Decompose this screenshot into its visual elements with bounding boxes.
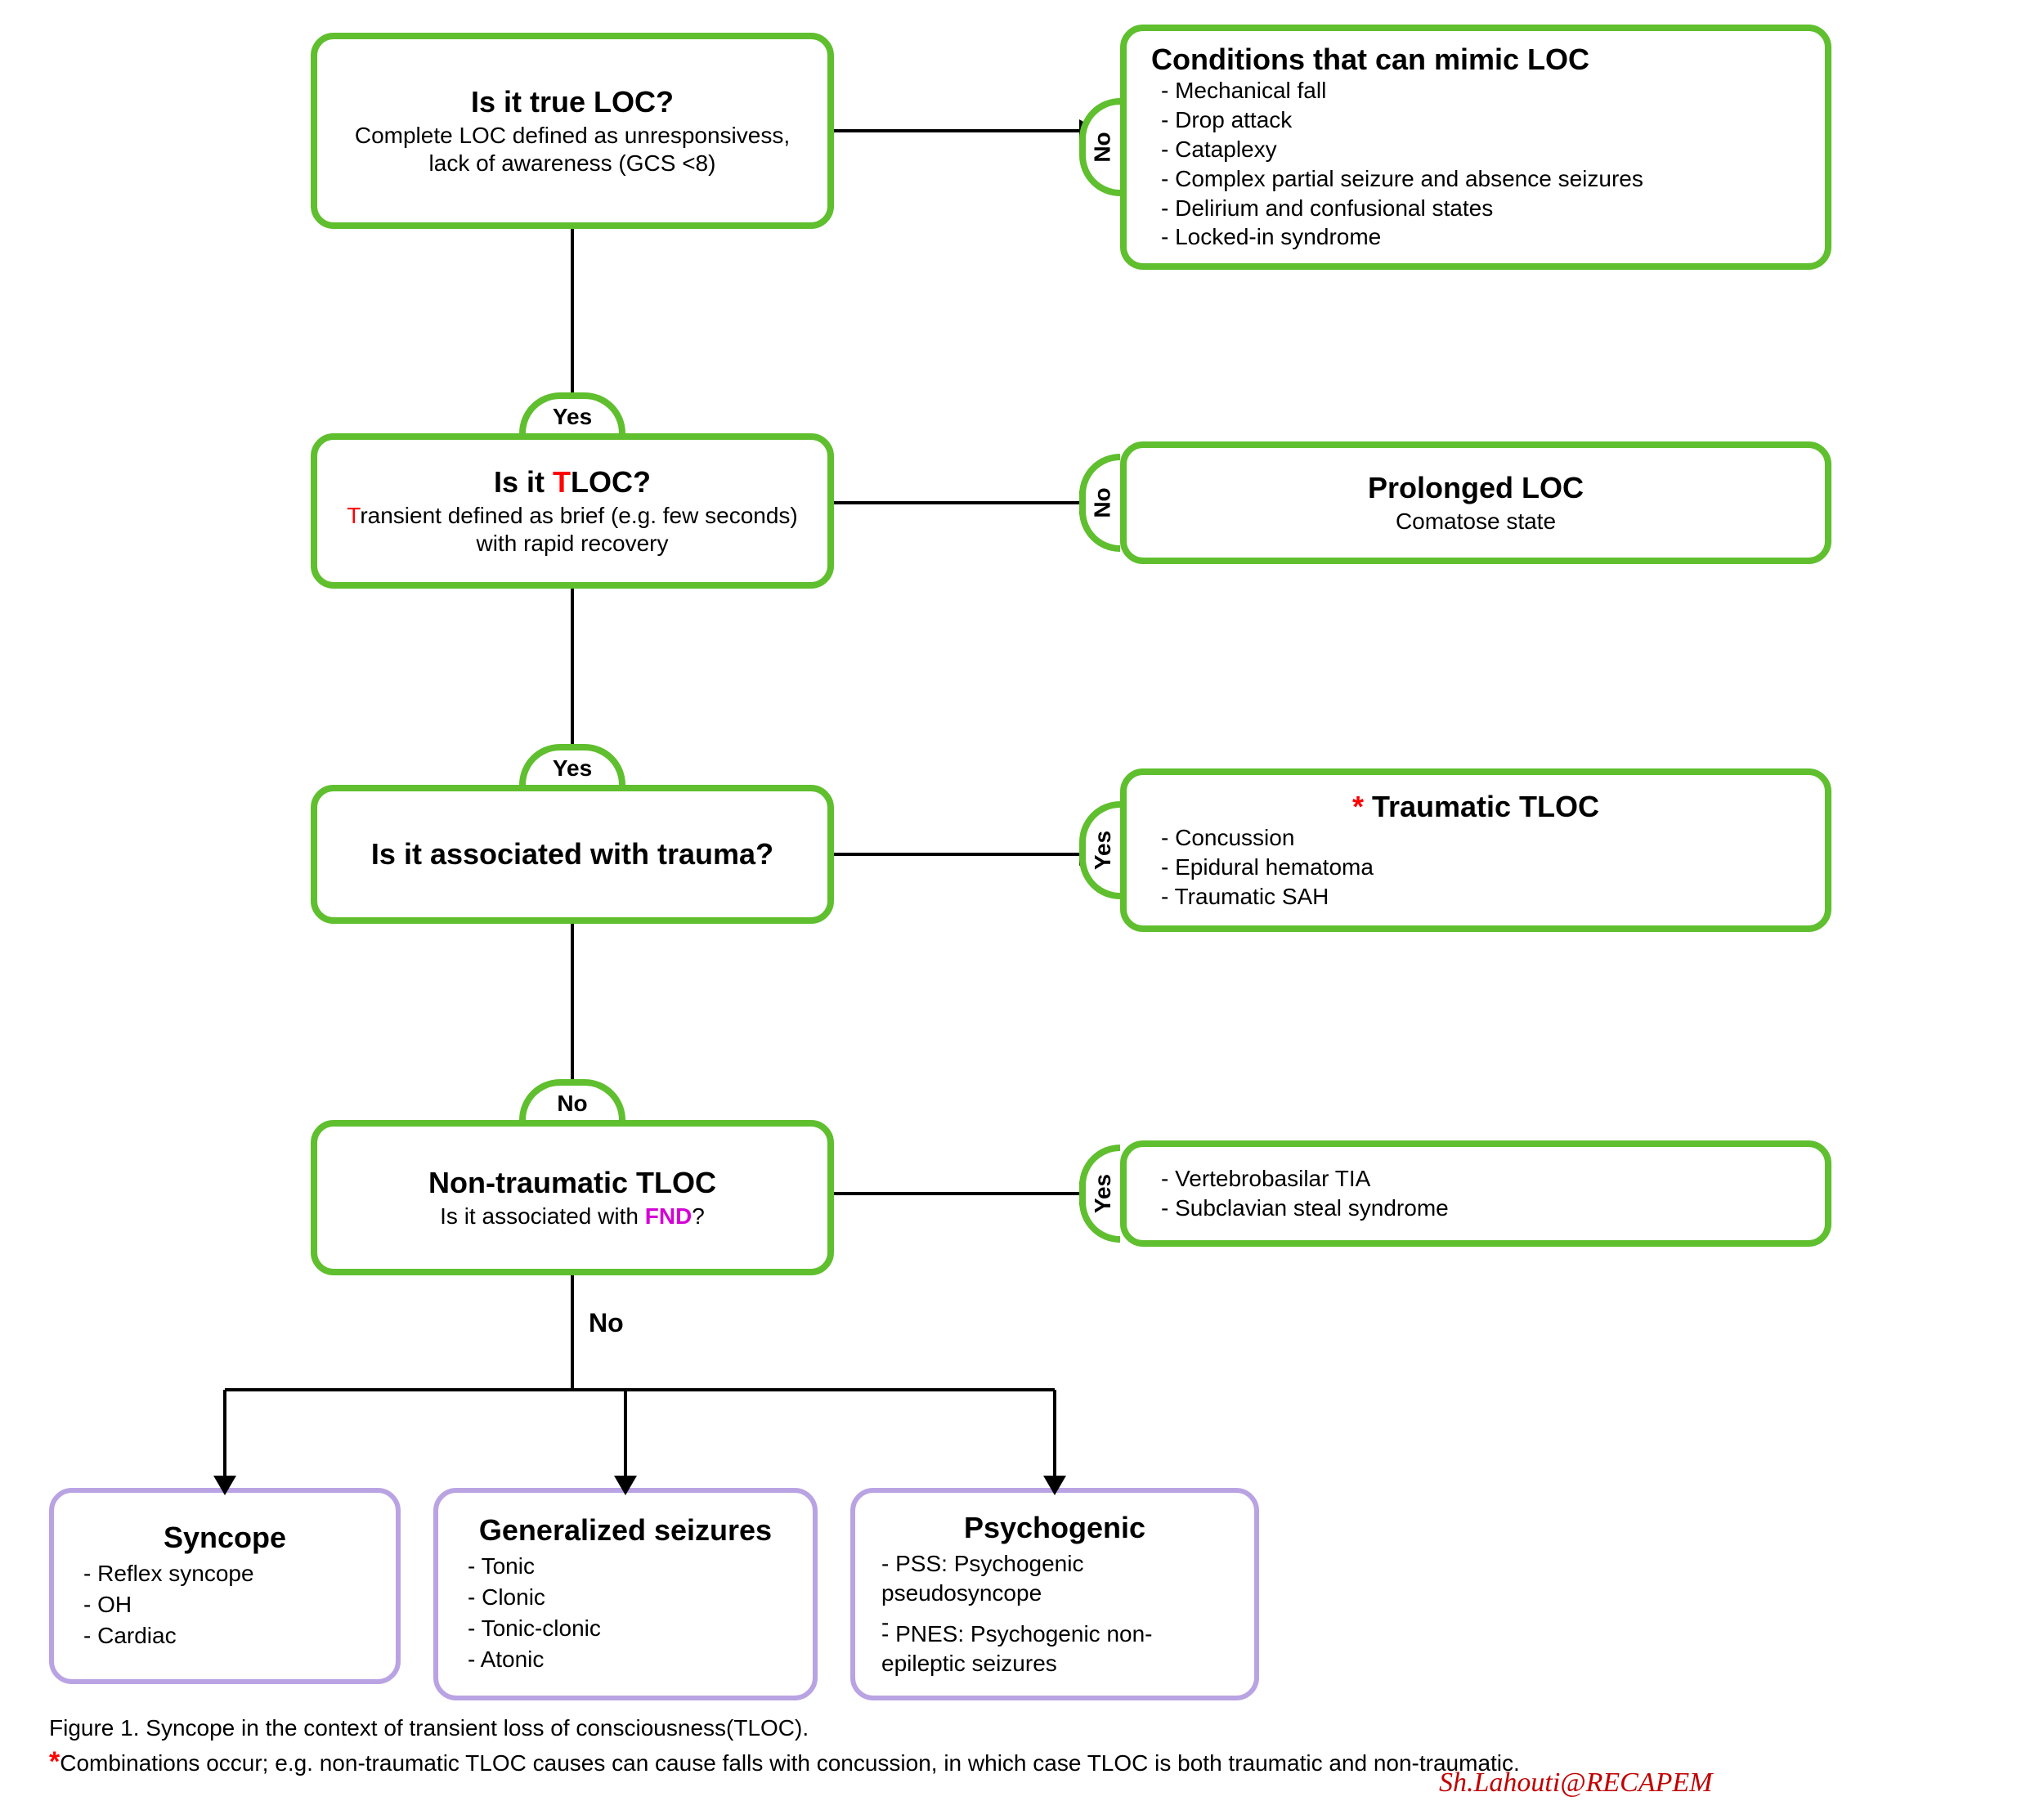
decision-tab-top: Yes xyxy=(519,744,625,785)
node-prolonged-loc: Prolonged LOCComatose state xyxy=(1120,441,1831,564)
node-syncope: SyncopeReflex syncopeOHCardiac xyxy=(49,1488,401,1684)
node-q1-true-loc: Is it true LOC?Complete LOC defined as u… xyxy=(311,33,834,229)
decision-tab-side: No xyxy=(1079,98,1120,196)
node-q4-fnd: Non-traumatic TLOCIs it associated with … xyxy=(311,1120,834,1275)
decision-tab-side: Yes xyxy=(1079,1145,1120,1243)
node-psychogenic: PsychogenicPSS: Psychogenic pseudosyncop… xyxy=(850,1488,1259,1700)
decision-tab-side: Yes xyxy=(1079,801,1120,899)
decision-tab-top: No xyxy=(519,1079,625,1120)
node-q3-trauma: Is it associated with trauma? xyxy=(311,785,834,924)
node-seizures: Generalized seizuresTonicClonicTonic-clo… xyxy=(433,1488,818,1700)
node-mimic-loc: Conditions that can mimic LOCMechanical … xyxy=(1120,25,1831,270)
node-q2-tloc: Is it TLOC?Transient defined as brief (e… xyxy=(311,433,834,589)
decision-tab-side: No xyxy=(1079,454,1120,552)
branch-no-label: No xyxy=(589,1308,624,1338)
node-vbt: Vertebrobasilar TIASubclavian steal synd… xyxy=(1120,1140,1831,1247)
node-traumatic-tloc: * Traumatic TLOCConcussionEpidural hemat… xyxy=(1120,768,1831,932)
decision-tab-top: Yes xyxy=(519,392,625,433)
author-signature: Sh.Lahouti@RECAPEM xyxy=(1439,1767,1712,1799)
